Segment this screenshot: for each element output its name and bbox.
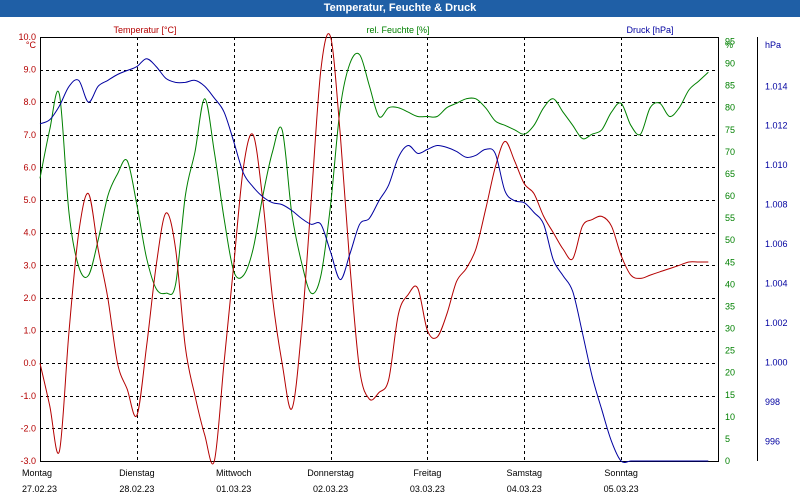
series-lines xyxy=(39,33,709,465)
humidity-tick-label: 10 xyxy=(725,412,735,422)
plot-border xyxy=(40,37,719,462)
temperature-tick-label: -2.0 xyxy=(20,423,36,433)
humidity-tick-label: 20 xyxy=(725,368,735,378)
humidity-tick-label: 50 xyxy=(725,235,735,245)
pressure-tick-label: 1.004 xyxy=(765,279,788,289)
temperature-tick-label: 6.0 xyxy=(23,162,36,172)
temperature-line xyxy=(39,33,709,465)
chart-svg: 10.0 9.0 8.0 7.0 6.0 5.0 4.0 3.0 2.0 1.0 0.0 -1.0 -2… xyxy=(18,25,800,494)
humidity-tick-label: 35 xyxy=(725,301,735,311)
x-date-label: 02.03.23 xyxy=(313,484,348,494)
x-day-label: Dienstag xyxy=(119,468,155,478)
temperature-tick-label: -1.0 xyxy=(20,391,36,401)
pressure-tick-label: 1.002 xyxy=(765,318,788,328)
humidity-tick-label: 80 xyxy=(725,103,735,113)
pressure-tick-label: 1.010 xyxy=(765,160,788,170)
pressure-tick-label: 1.012 xyxy=(765,121,788,131)
x-day-label: Samstag xyxy=(507,468,543,478)
humidity-tick-label: 75 xyxy=(725,125,735,135)
pressure-axis-band xyxy=(758,37,800,461)
pressure-tick-label: 1.014 xyxy=(765,81,788,91)
window-title: Temperatur, Feuchte & Druck xyxy=(0,0,800,17)
temperature-tick-label: 2.0 xyxy=(23,293,36,303)
x-date-label: 27.02.23 xyxy=(22,484,57,494)
humidity-unit-label: % xyxy=(725,40,733,50)
legend-temperature: Temperatur [°C] xyxy=(113,25,176,35)
x-day-label: Mittwoch xyxy=(216,468,252,478)
legend-humidity: rel. Feuchte [%] xyxy=(366,25,429,35)
humidity-tick-label: 30 xyxy=(725,324,735,334)
temperature-tick-label: -3.0 xyxy=(20,456,36,466)
humidity-line xyxy=(39,52,709,296)
humidity-tick-label: 85 xyxy=(725,81,735,91)
humidity-tick-label: 5 xyxy=(725,434,730,444)
pressure-tick-label: 996 xyxy=(765,436,780,446)
axes: 10.0 9.0 8.0 7.0 6.0 5.0 4.0 3.0 2.0 1.0 0.0 -1.0 -2… xyxy=(18,32,787,466)
temperature-tick-label: 0.0 xyxy=(23,358,36,368)
humidity-tick-label: 95 xyxy=(725,36,735,46)
pressure-tick-label: 1.000 xyxy=(765,357,788,367)
humidity-tick-label: 70 xyxy=(725,147,735,157)
temperature-tick-label: 8.0 xyxy=(23,97,36,107)
humidity-tick-label: 45 xyxy=(725,257,735,267)
x-day-label: Donnerstag xyxy=(307,468,354,478)
temperature-tick-label: 5.0 xyxy=(23,195,36,205)
x-day-label: Freitag xyxy=(413,468,441,478)
series-headers: °C% hPa Temperatur [°C] rel. Feuchte [%] Dru… xyxy=(26,25,781,50)
temperature-tick-label: 1.0 xyxy=(23,326,36,336)
humidity-tick-label: 65 xyxy=(725,169,735,179)
pressure-tick-label: 1.008 xyxy=(765,200,788,210)
temperature-tick-label: 10.0 xyxy=(18,32,36,42)
temperature-tick-label: 3.0 xyxy=(23,260,36,270)
pressure-line xyxy=(39,58,709,463)
x-day-label: Sonntag xyxy=(604,468,638,478)
temperature-tick-label: 7.0 xyxy=(23,130,36,140)
temperature-tick-label: 4.0 xyxy=(23,228,36,238)
x-date-label: 01.03.23 xyxy=(216,484,251,494)
humidity-tick-label: 55 xyxy=(725,213,735,223)
x-date-label: 04.03.23 xyxy=(507,484,542,494)
x-date-label: 28.02.23 xyxy=(119,484,154,494)
temperature-unit-label: °C xyxy=(26,40,37,50)
humidity-tick-label: 60 xyxy=(725,191,735,201)
grid xyxy=(40,37,718,462)
legend-pressure: Druck [hPa] xyxy=(626,25,673,35)
pressure-tick-label: 1.006 xyxy=(765,239,788,249)
humidity-tick-label: 25 xyxy=(725,346,735,356)
x-date-label: 05.03.23 xyxy=(604,484,639,494)
x-date-label: 03.03.23 xyxy=(410,484,445,494)
humidity-tick-label: 40 xyxy=(725,279,735,289)
pressure-tick-label: 998 xyxy=(765,397,780,407)
x-day-label: Montag xyxy=(22,468,52,478)
humidity-tick-label: 15 xyxy=(725,390,735,400)
humidity-tick-label: 90 xyxy=(725,59,735,69)
humidity-tick-label: 0 xyxy=(725,456,730,466)
plot-frame xyxy=(40,37,800,462)
temperature-tick-label: 9.0 xyxy=(23,65,36,75)
x-axis-labels: Montag 27.02.23 Dienstag 28.02.23 Mittwoch 01… xyxy=(22,468,639,494)
pressure-unit-label: hPa xyxy=(765,40,781,50)
